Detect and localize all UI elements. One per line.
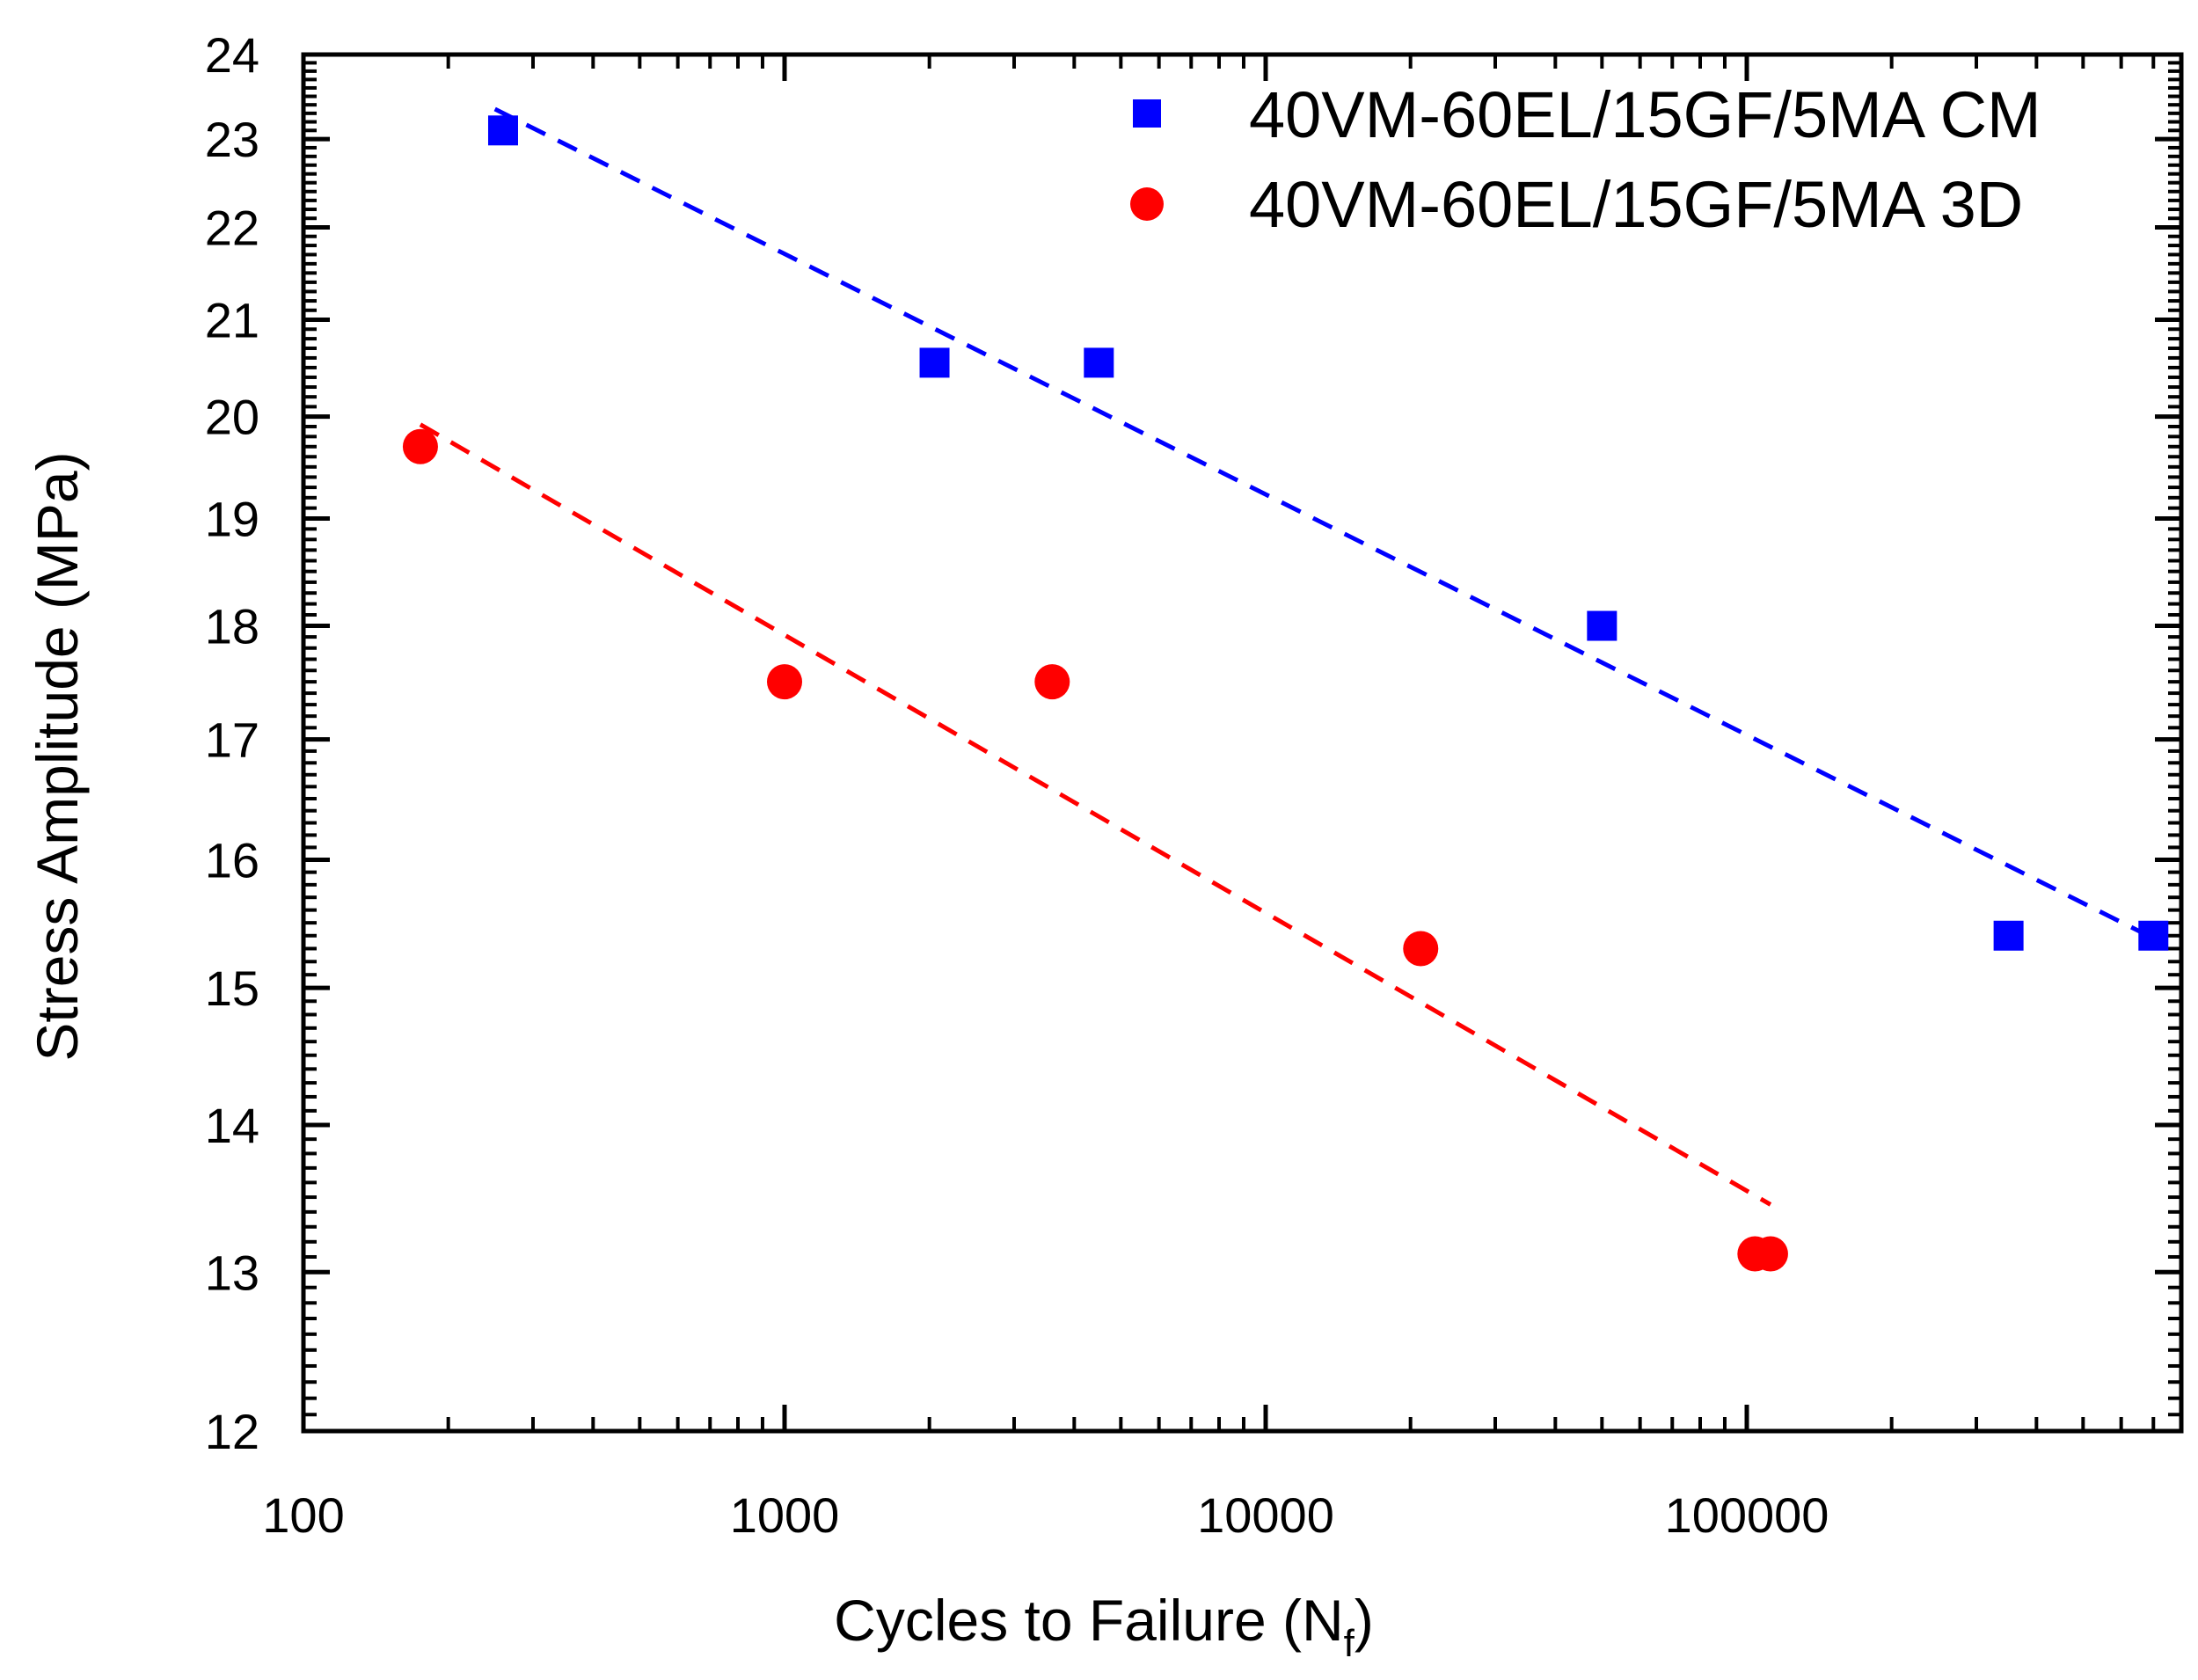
data-point-3d: [1752, 1236, 1788, 1272]
y-tick-label: 20: [205, 390, 259, 445]
markers: [402, 115, 2169, 1272]
x-tick-label: 10000: [1197, 1487, 1334, 1543]
legend-marker-cm: [1133, 99, 1161, 128]
data-point-cm: [2138, 920, 2169, 951]
data-point-3d: [1403, 931, 1439, 967]
legend-marker-3d: [1130, 187, 1164, 221]
y-axis-title: Stress Amplitude (MPa): [25, 451, 90, 1061]
y-tick-label: 22: [205, 200, 259, 255]
y-tick-label: 23: [205, 112, 259, 167]
x-tick-labels: 100 1000 10000 100000: [262, 1487, 1829, 1543]
fit-lines: [419, 106, 2155, 1207]
x-tick-label: 1000: [730, 1487, 840, 1543]
y-tick-label: 15: [205, 961, 259, 1016]
y-tick-label: 19: [205, 491, 259, 546]
x-tick-label: 100: [262, 1487, 344, 1543]
data-point-cm: [1084, 347, 1114, 378]
y-tick-label: 18: [205, 599, 259, 654]
x-axis-title-subscript: f: [1344, 1622, 1355, 1665]
data-point-3d: [767, 664, 803, 700]
y-tick-label: 24: [205, 27, 259, 83]
x-tick-label: 100000: [1665, 1487, 1829, 1543]
fit-line-3d: [419, 422, 1772, 1207]
legend-label-cm: 40VM-60EL/15GF/5MA CM: [1249, 78, 2041, 151]
legend-label-3d: 40VM-60EL/15GF/5MA 3D: [1249, 168, 2023, 241]
plot-frame: [301, 52, 2184, 1434]
y-tick-label: 13: [205, 1245, 259, 1300]
data-point-cm: [1587, 610, 1617, 641]
y-tick-labels: 12 13 14 15 16 17 18 19 20 21 22 23 24: [205, 27, 259, 1459]
data-point-cm: [1993, 920, 2024, 951]
y-tick-label: 12: [205, 1404, 259, 1459]
y-tick-label: 16: [205, 832, 259, 887]
x-axis-title: Cycles to Failure (Nf): [834, 1588, 1374, 1665]
data-point-3d: [402, 428, 438, 464]
data-point-cm: [919, 347, 950, 378]
data-point-cm: [487, 115, 518, 146]
legend: 40VM-60EL/15GF/5MA CM 40VM-60EL/15GF/5MA…: [1130, 78, 2041, 241]
y-tick-label: 14: [205, 1098, 259, 1153]
fit-line-cm: [493, 106, 2155, 940]
y-tick-label: 21: [205, 292, 259, 347]
data-point-3d: [1034, 664, 1070, 700]
y-tick-label: 17: [205, 712, 259, 768]
